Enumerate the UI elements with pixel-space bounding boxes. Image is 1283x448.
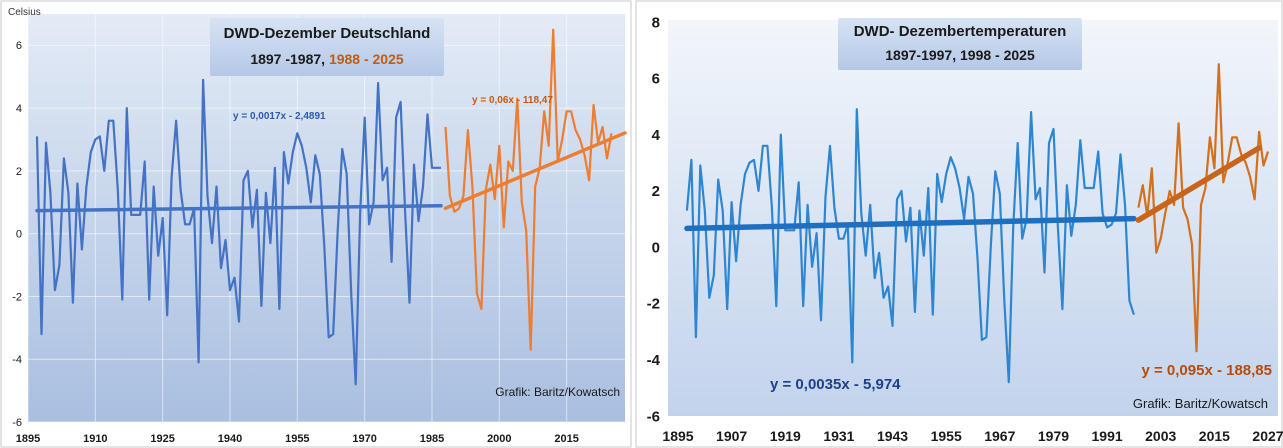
chart-1-series <box>35 28 613 386</box>
chart-2-y-tick-label: -6 <box>647 408 660 425</box>
chart-2-trendlines <box>684 145 1262 232</box>
chart-2-y-tick-label: 2 <box>652 183 660 200</box>
chart-1-trend-equation-2: y = 0,06x - 118,47 <box>472 95 553 106</box>
chart-1-plot-area <box>28 14 625 422</box>
chart-1-y-tick-label: 4 <box>16 103 22 115</box>
chart-2-x-tick-label: 1943 <box>877 428 908 444</box>
chart-2-plot-area <box>668 20 1278 416</box>
chart-1-y-tick-label: -6 <box>12 417 22 429</box>
chart-1-y-tick-label: -2 <box>12 291 22 303</box>
chart-1-title: DWD-Dezember Deutschland <box>224 25 431 42</box>
chart-1-subtitle-part2: 1988 - 2025 <box>329 51 404 67</box>
chart-1-x-tick-label: 1985 <box>420 433 444 445</box>
chart-2-x-tick-label: 1979 <box>1038 428 1069 444</box>
chart-2-x-tick-label: 2015 <box>1199 428 1230 444</box>
chart-2-credit: Grafik: Baritz/Kowatsch <box>1133 396 1268 411</box>
chart-2-y-tick-label: -4 <box>647 352 661 369</box>
chart-2-series-1-line <box>685 108 1135 384</box>
chart-1-x-tick-label: 1955 <box>285 433 309 445</box>
chart-2-trend-equation-1: y = 0,0035x - 5,974 <box>770 376 901 393</box>
chart-1-trendline-1 <box>35 204 443 213</box>
chart-2-x-tick-label: 1991 <box>1092 428 1123 444</box>
chart-1-trendlines <box>35 131 627 213</box>
chart-1-x-tick-label: 1940 <box>218 433 242 445</box>
chart-1-trendline-2 <box>443 131 627 211</box>
chart-2-subtitle: 1897-1997, 1998 - 2025 <box>885 47 1035 63</box>
chart-1-title-box <box>210 18 444 76</box>
chart-1-y-tick-labels: 6 4 2 0 -2 -4 -6 <box>12 40 22 429</box>
chart-1-series-2-line <box>444 28 613 351</box>
chart-2-y-tick-label: 4 <box>652 127 661 144</box>
chart-1: 6 4 2 0 -2 -4 -6 1895 1910 1925 1940 1955 1970 1985 2… <box>0 0 632 448</box>
chart-2-x-tick-label: 1919 <box>770 428 801 444</box>
chart-2-y-tick-label: -2 <box>647 296 660 313</box>
chart-2-x-tick-label: 1955 <box>931 428 962 444</box>
chart-2-title-box <box>838 18 1082 70</box>
chart-1-x-tick-label: 2000 <box>487 433 511 445</box>
chart-2-x-tick-label: 2003 <box>1145 428 1176 444</box>
chart-1-x-tick-label: 1895 <box>16 433 40 445</box>
chart-2-x-tick-label: 1931 <box>823 428 854 444</box>
chart-2-series-2-line <box>1137 63 1270 353</box>
chart-1-subtitle: 1897 -1987, 1988 - 2025 <box>250 51 404 67</box>
chart-1-subtitle-part1: 1897 -1987, <box>250 51 329 67</box>
chart-2-trend-equation-2: y = 0,095x - 188,85 <box>1141 362 1272 379</box>
chart-1-y-axis-label: Celsius <box>8 7 41 18</box>
chart-1-x-tick-labels: 1895 1910 1925 1940 1955 1970 1985 2000 2015 <box>16 433 579 445</box>
chart-2-x-tick-label: 1895 <box>662 428 693 444</box>
chart-1-credit: Grafik: Baritz/Kowatsch <box>495 385 620 399</box>
chart-2-x-tick-label: 1967 <box>984 428 1015 444</box>
chart-1-y-tick-label: 6 <box>16 40 22 52</box>
chart-1-x-tick-label: 1970 <box>352 433 376 445</box>
chart-2-x-tick-labels: 1895 1907 1919 1931 1943 1955 1967 1979 1991 2003… <box>662 428 1283 444</box>
chart-2-x-tick-label: 1907 <box>716 428 747 444</box>
chart-1-x-tick-label: 2015 <box>554 433 578 445</box>
chart-1-x-tick-label: 1910 <box>83 433 107 445</box>
chart-1-y-tick-label: -4 <box>12 354 22 366</box>
chart-1-y-tick-label: 0 <box>16 229 22 241</box>
chart-2-y-tick-label: 8 <box>652 14 660 31</box>
chart-2-series <box>685 63 1270 384</box>
chart-2-y-tick-labels: 8 6 4 2 0 -2 -4 -6 <box>647 14 661 425</box>
chart-2-trendline-1 <box>684 215 1137 232</box>
chart-1-trend-equation-1: y = 0,0017x - 2,4891 <box>233 111 326 122</box>
chart-1-y-tick-label: 2 <box>16 166 22 178</box>
chart-2-trendline-2 <box>1135 145 1262 223</box>
chart-2-y-tick-label: 0 <box>652 239 660 256</box>
chart-1-x-tick-label: 1925 <box>150 433 174 445</box>
chart-2: 8 6 4 2 0 -2 -4 -6 1895 1907 1919 1931 1943 1955 1967… <box>635 0 1283 448</box>
chart-2-x-tick-label: 2027 <box>1252 428 1283 444</box>
chart-1-series-1-line <box>35 78 441 386</box>
chart-2-y-tick-label: 6 <box>652 71 660 88</box>
chart-2-title: DWD- Dezembertemperaturen <box>854 23 1067 40</box>
